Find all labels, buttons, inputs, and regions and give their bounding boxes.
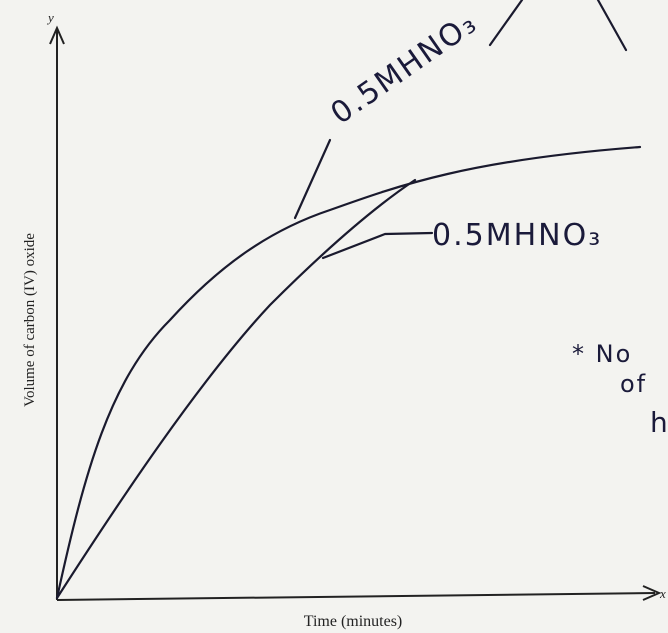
stroke xyxy=(490,0,522,45)
annotation-top: 0.5MHNO₃ xyxy=(325,5,485,131)
y-label: Volume of carbon (IV) oxide xyxy=(22,233,38,407)
stroke xyxy=(598,0,626,50)
x-label: Time (minutes) xyxy=(304,613,403,630)
sketch-graph: y Volume of carbon (IV) oxide Time (minu… xyxy=(0,0,668,633)
note-line: * No xyxy=(572,340,632,368)
note-line: of xyxy=(620,370,647,398)
x-symbol: x xyxy=(659,586,666,601)
note-line: h xyxy=(650,406,668,439)
pointer-lower xyxy=(323,233,432,258)
curve-top xyxy=(57,147,640,598)
x-axis xyxy=(57,593,655,600)
pointer-top xyxy=(295,140,330,218)
annotation-lower: 0.5MHNO₃ xyxy=(432,218,602,253)
y-symbol: y xyxy=(46,10,54,25)
